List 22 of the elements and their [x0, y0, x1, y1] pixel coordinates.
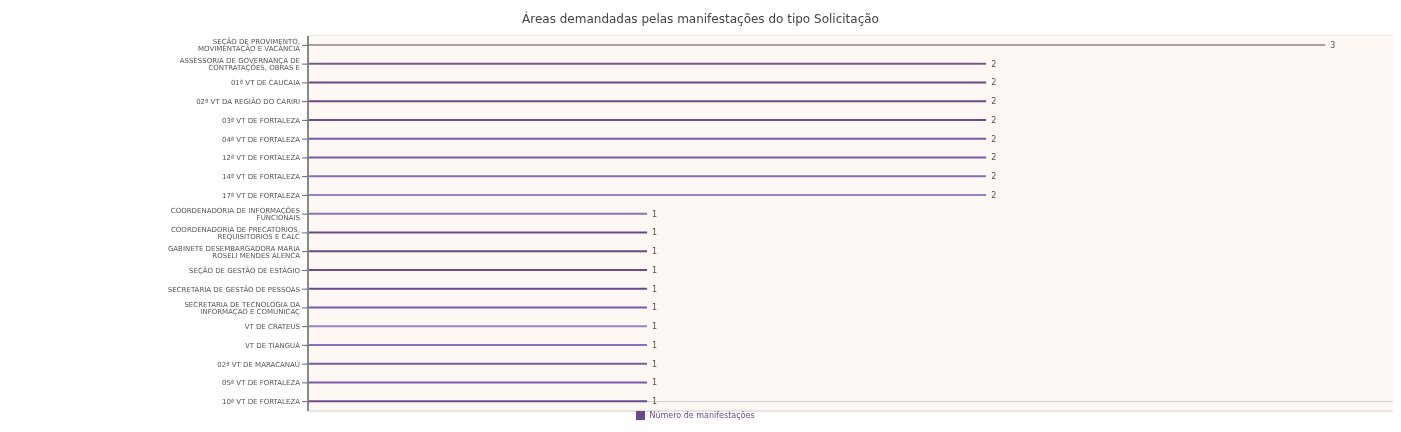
data-label: 2 [991, 134, 997, 144]
data-label: 2 [991, 153, 997, 163]
data-label: 1 [652, 284, 658, 294]
data-label: 1 [652, 265, 658, 275]
data-label: 2 [991, 115, 997, 125]
data-label: 1 [652, 397, 658, 407]
data-label: 2 [991, 190, 997, 200]
data-label: 2 [991, 172, 997, 182]
chart-title: Áreas demandadas pelas manifestações do tipo Solicitação [521, 10, 880, 28]
data-label: 1 [652, 247, 658, 257]
data-label: 1 [652, 209, 658, 219]
data-label: 3 [1330, 40, 1336, 50]
data-label: 1 [652, 322, 658, 332]
data-label: 2 [991, 59, 997, 69]
data-label: 2 [991, 78, 997, 88]
data-label: 1 [652, 378, 658, 388]
data-label: 2 [991, 97, 997, 107]
data-label: 1 [652, 228, 658, 238]
data-label: 1 [652, 359, 658, 369]
data-label: 1 [652, 340, 658, 350]
data-label: 1 [652, 303, 658, 313]
legend-label: Número de manifestações [649, 411, 755, 420]
